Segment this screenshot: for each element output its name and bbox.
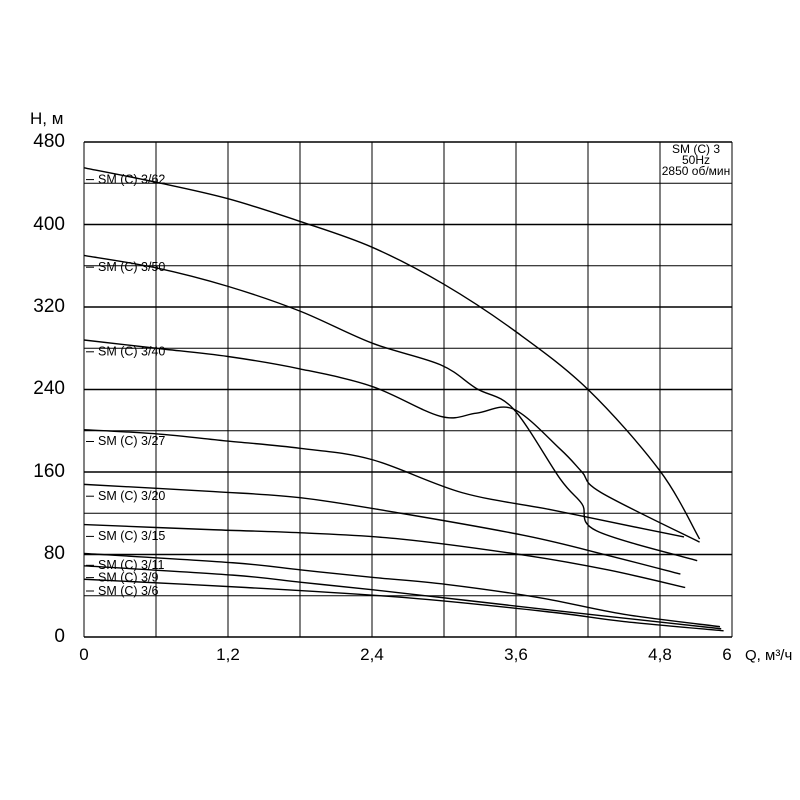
svg-text:SM (C) 3/15: SM (C) 3/15: [98, 529, 165, 543]
svg-text:400: 400: [33, 214, 65, 235]
svg-text:0: 0: [54, 626, 65, 647]
svg-text:SM (C) 3/27: SM (C) 3/27: [98, 434, 165, 448]
svg-text:2850 об/мин: 2850 об/мин: [662, 164, 731, 178]
svg-text:80: 80: [44, 543, 65, 564]
svg-text:3,6: 3,6: [504, 645, 528, 664]
svg-text:0: 0: [79, 645, 88, 664]
svg-text:SM (C) 3/9: SM (C) 3/9: [98, 570, 158, 584]
svg-text:Q, м³/ч: Q, м³/ч: [745, 647, 792, 664]
svg-text:SM (C) 3/6: SM (C) 3/6: [98, 584, 158, 598]
svg-text:160: 160: [33, 461, 65, 482]
svg-text:SM (C) 3/20: SM (C) 3/20: [98, 489, 165, 503]
svg-text:6: 6: [722, 645, 731, 664]
svg-text:320: 320: [33, 296, 65, 317]
svg-text:240: 240: [33, 378, 65, 399]
svg-text:2,4: 2,4: [360, 645, 384, 664]
svg-text:SM (C) 3/40: SM (C) 3/40: [98, 345, 165, 359]
svg-text:SM (C) 3/50: SM (C) 3/50: [98, 260, 165, 274]
svg-text:1,2: 1,2: [216, 645, 240, 664]
svg-text:4,8: 4,8: [648, 645, 672, 664]
svg-text:H, м: H, м: [30, 109, 63, 128]
svg-text:480: 480: [33, 131, 65, 152]
svg-text:SM (C) 3/62: SM (C) 3/62: [98, 172, 165, 186]
